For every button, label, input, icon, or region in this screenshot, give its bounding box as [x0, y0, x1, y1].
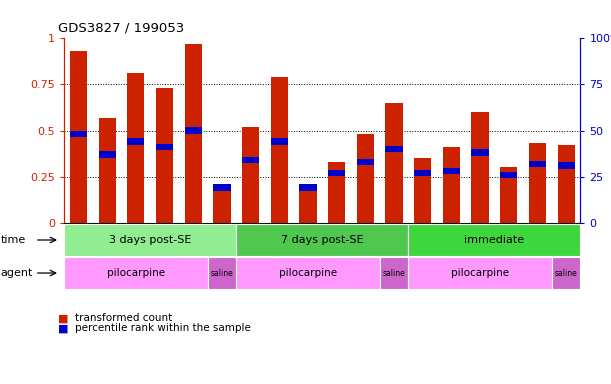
Bar: [213, 184, 230, 191]
Text: ■: ■: [58, 323, 68, 333]
Text: time: time: [1, 235, 26, 245]
Bar: [500, 172, 518, 178]
Bar: [529, 144, 546, 223]
Text: transformed count: transformed count: [75, 313, 172, 323]
Bar: [127, 138, 144, 145]
Bar: [472, 149, 489, 156]
Bar: [529, 161, 546, 167]
Bar: [156, 88, 173, 223]
Bar: [386, 146, 403, 152]
Text: pilocarpine: pilocarpine: [107, 268, 165, 278]
Bar: [213, 188, 230, 223]
Text: saline: saline: [211, 268, 233, 278]
Bar: [242, 157, 259, 163]
Text: GDS3827 / 199053: GDS3827 / 199053: [58, 21, 185, 34]
Bar: [98, 118, 115, 223]
Bar: [299, 186, 316, 223]
Bar: [271, 77, 288, 223]
Bar: [185, 127, 202, 134]
Bar: [328, 170, 345, 176]
Text: saline: saline: [555, 268, 577, 278]
Text: 7 days post-SE: 7 days post-SE: [281, 235, 364, 245]
Bar: [242, 127, 259, 223]
Bar: [98, 151, 116, 158]
Bar: [156, 144, 173, 151]
Text: saline: saline: [382, 268, 405, 278]
Bar: [443, 168, 460, 174]
Text: percentile rank within the sample: percentile rank within the sample: [75, 323, 251, 333]
Bar: [357, 134, 374, 223]
Bar: [70, 51, 87, 223]
Text: pilocarpine: pilocarpine: [279, 268, 337, 278]
Bar: [500, 167, 518, 223]
Bar: [414, 170, 431, 176]
Text: agent: agent: [1, 268, 33, 278]
Bar: [185, 44, 202, 223]
Bar: [386, 103, 403, 223]
Bar: [557, 162, 575, 169]
Bar: [414, 158, 431, 223]
Text: ■: ■: [58, 313, 68, 323]
Bar: [127, 73, 144, 223]
Text: pilocarpine: pilocarpine: [451, 268, 509, 278]
Text: immediate: immediate: [464, 235, 524, 245]
Text: 3 days post-SE: 3 days post-SE: [109, 235, 191, 245]
Bar: [557, 145, 575, 223]
Bar: [271, 138, 288, 145]
Bar: [299, 184, 316, 191]
Bar: [357, 159, 374, 165]
Bar: [443, 147, 460, 223]
Bar: [472, 112, 489, 223]
Bar: [70, 131, 87, 137]
Bar: [328, 162, 345, 223]
